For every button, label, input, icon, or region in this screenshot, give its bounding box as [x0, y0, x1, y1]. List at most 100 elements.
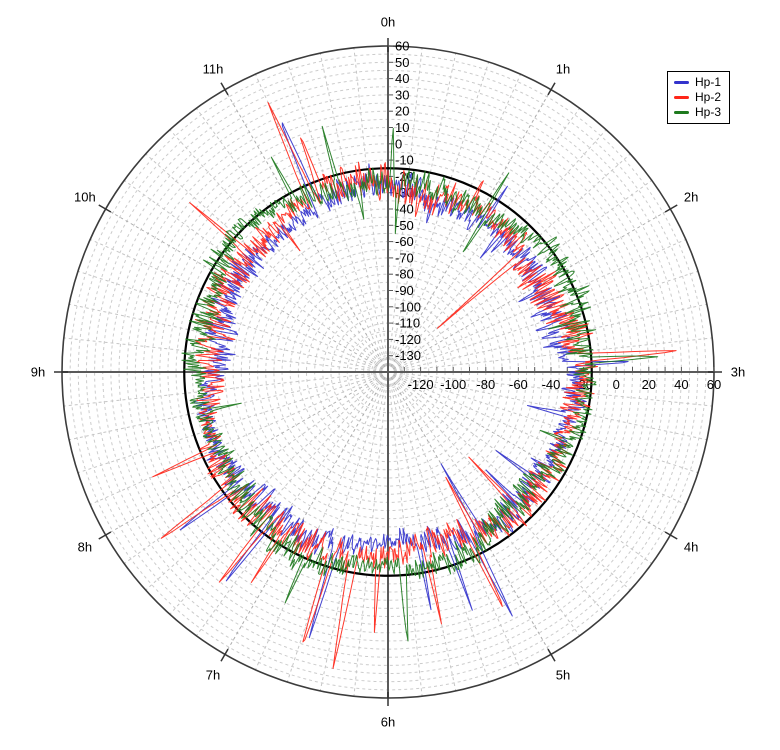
legend-label-hp2: Hp-2: [695, 90, 722, 104]
horizontal-axis-label: -100: [440, 377, 466, 392]
legend-swatch-hp2: [674, 95, 689, 99]
legend-item-hp2: Hp-2: [674, 90, 721, 104]
grid-minor-spoke: [286, 377, 387, 683]
grid-hour-spoke: [390, 89, 552, 368]
grid-minor-spoke: [254, 73, 387, 367]
vertical-axis-label: -50: [395, 218, 414, 233]
hour-label-1h: 1h: [555, 61, 571, 77]
grid-hour-spoke: [224, 376, 386, 655]
grid-minor-spoke: [69, 372, 383, 441]
series-trace-hp-3: [181, 125, 659, 642]
vertical-axis-label: -10: [395, 153, 414, 168]
grid-minor-spoke: [393, 303, 707, 372]
hour-label-11h: 11h: [202, 61, 224, 77]
grid-minor-spoke: [391, 376, 607, 615]
grid-minor-spoke: [123, 179, 384, 369]
vertical-axis-label: 20: [395, 104, 409, 119]
horizontal-axis-label: 60: [707, 377, 721, 392]
grid-minor-spoke: [393, 270, 699, 371]
hour-label-9h: 9h: [30, 364, 46, 380]
grid-minor-spoke: [388, 53, 457, 367]
grid-minor-spoke: [195, 376, 385, 637]
horizontal-axis-label: 20: [642, 377, 656, 392]
grid-minor-spoke: [77, 270, 383, 371]
legend-label-hp3: Hp-3: [695, 105, 722, 119]
grid-minor-spoke: [89, 373, 383, 506]
hour-label-8h: 8h: [77, 539, 93, 555]
horizontal-axis-label: 40: [674, 377, 688, 392]
grid-minor-spoke: [393, 373, 699, 474]
grid-minor-spoke: [393, 337, 713, 372]
grid-minor-spoke: [195, 107, 385, 368]
hour-tick: [547, 82, 556, 96]
grid-minor-spoke: [319, 377, 388, 691]
grid-minor-spoke: [63, 372, 383, 407]
horizontal-axis-label: -40: [542, 377, 561, 392]
vertical-axis-label: 50: [395, 55, 409, 70]
grid-minor-spoke: [169, 376, 385, 615]
vertical-axis-label: -60: [395, 234, 414, 249]
grid-minor-spoke: [393, 372, 707, 441]
horizontal-axis-label: 0: [613, 377, 620, 392]
legend: Hp-1 Hp-2 Hp-3: [667, 71, 731, 124]
grid-hour-spoke: [390, 376, 552, 655]
grid-minor-spoke: [123, 375, 384, 565]
hour-tick: [664, 204, 678, 213]
grid-minor-spoke: [353, 377, 388, 697]
series-trace-hp-2: [152, 102, 677, 669]
vertical-axis-label: 40: [395, 71, 409, 86]
grid-minor-spoke: [389, 377, 522, 671]
vertical-axis-label: -80: [395, 267, 414, 282]
grid-hour-spoke: [392, 374, 671, 536]
grid-minor-spoke: [391, 376, 581, 637]
hour-label-2h: 2h: [683, 189, 699, 205]
grid-hour-spoke: [224, 89, 386, 368]
grid-minor-spoke: [389, 377, 490, 683]
hour-label-10h: 10h: [74, 189, 96, 205]
vertical-axis-label: 0: [395, 136, 402, 151]
grid-minor-spoke: [388, 377, 423, 697]
vertical-axis-label: -100: [395, 299, 421, 314]
horizontal-axis-label: -120: [408, 377, 434, 392]
grid-minor-spoke: [393, 238, 687, 371]
grid-minor-spoke: [389, 73, 522, 367]
legend-item-hp1: Hp-1: [674, 75, 721, 89]
hour-tick: [98, 204, 112, 213]
grid-minor-spoke: [69, 303, 383, 372]
grid-minor-spoke: [392, 375, 653, 565]
grid-minor-spoke: [393, 373, 687, 506]
grid-minor-spoke: [392, 153, 631, 369]
hour-tick: [220, 82, 229, 96]
hour-label-5h: 5h: [555, 667, 571, 683]
grid-minor-spoke: [63, 337, 383, 372]
hour-label-0h: 0h: [380, 14, 396, 30]
reference-circle: [183, 167, 593, 577]
horizontal-axis-label: -60: [509, 377, 528, 392]
grid-minor-spoke: [145, 153, 384, 369]
grid-minor-spoke: [77, 373, 383, 474]
grid-minor-spoke: [388, 377, 457, 691]
grid-hour-spoke: [392, 208, 671, 370]
grid-minor-spoke: [392, 375, 631, 591]
legend-item-hp3: Hp-3: [674, 105, 721, 119]
grid-minor-spoke: [392, 179, 653, 369]
hour-tick: [547, 648, 556, 662]
horizontal-axis-label: -80: [476, 377, 495, 392]
hour-label-7h: 7h: [205, 667, 221, 683]
hour-label-6h: 6h: [380, 714, 396, 730]
grid-minor-spoke: [169, 129, 385, 368]
grid-minor-spoke: [319, 53, 388, 367]
vertical-axis-label: -110: [395, 316, 420, 331]
grid-minor-spoke: [353, 47, 388, 367]
grid-hour-spoke: [105, 208, 384, 370]
hour-tick: [98, 531, 112, 540]
grid-minor-spoke: [254, 377, 387, 671]
hour-tick: [664, 531, 678, 540]
hour-tick: [220, 648, 229, 662]
grid-minor-spoke: [89, 238, 383, 371]
grid-hour-spoke: [105, 374, 384, 536]
grid-minor-spoke: [393, 372, 713, 407]
grid-minor-spoke: [391, 129, 607, 368]
grid-minor-spoke: [286, 61, 387, 367]
